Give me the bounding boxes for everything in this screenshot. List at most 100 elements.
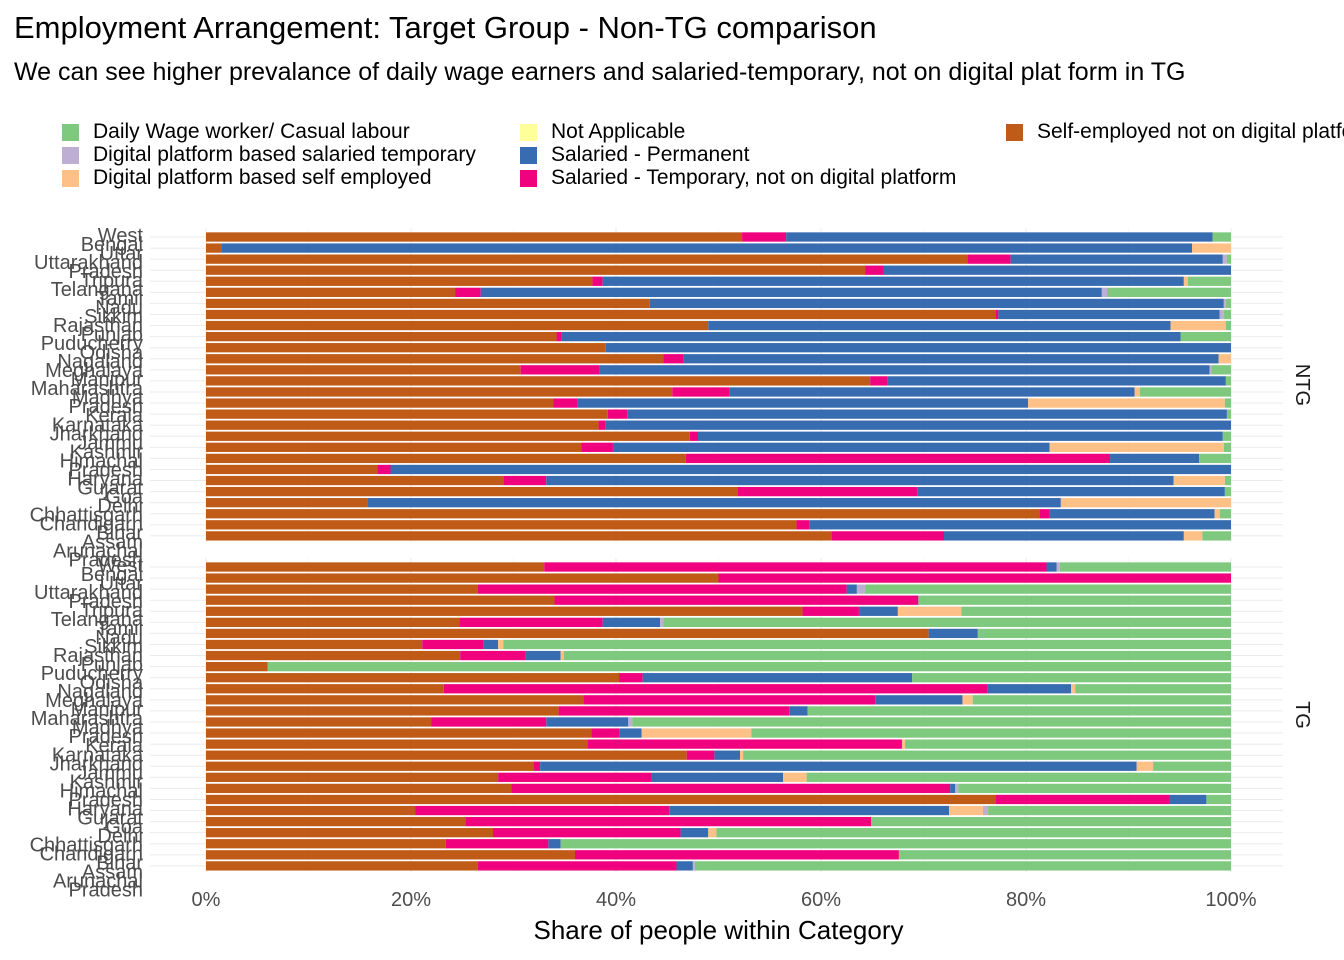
x-tick-label: 100% [1205, 889, 1256, 911]
y-tick-label: Bengal [81, 234, 143, 256]
y-tick-label: Madhya [72, 717, 144, 739]
bar-segment [685, 453, 1111, 464]
bar-segment [1180, 331, 1231, 342]
bar-segment [206, 409, 608, 419]
bar-segment [459, 617, 603, 627]
bar-segment [206, 509, 1040, 519]
y-tick-label: Chandigarh [40, 843, 143, 865]
y-tick-label: Goa [105, 816, 144, 838]
bar-segment [663, 617, 1231, 627]
bar-segment [887, 376, 1226, 386]
bar-segment [619, 728, 642, 738]
bar-segment [605, 420, 1231, 430]
bar-segment [995, 309, 999, 320]
bar-segment [683, 354, 1219, 364]
bar-segment [206, 365, 521, 375]
bar-segment [846, 584, 857, 594]
bar-segment [206, 453, 686, 464]
bar-segment [628, 717, 633, 727]
bar-segment [786, 232, 1213, 242]
bar-segment [206, 706, 559, 716]
bar-segment [689, 431, 698, 441]
y-tick-label: Puducherry [41, 333, 143, 355]
bar-segment [1224, 486, 1231, 497]
bar-segment [206, 717, 432, 727]
bar-segment [612, 442, 1050, 452]
bar-segment [871, 816, 1231, 827]
legend-label-not-applicable: Not Applicable [551, 120, 686, 143]
bar-segment [751, 728, 1231, 738]
bar-segment [1206, 794, 1231, 805]
facet-label: NTG [1291, 364, 1313, 406]
bar-segment [206, 442, 582, 452]
bar-segment [520, 365, 600, 375]
y-tick-label: Nadu [95, 627, 143, 649]
bar-segment [206, 486, 738, 497]
y-tick-label: Pradesh [69, 549, 144, 571]
bar-segment [1223, 442, 1231, 452]
y-tick-label: Manipur [71, 699, 144, 721]
bar-segment [669, 805, 950, 816]
y-tick-label: Nagaland [57, 351, 143, 373]
y-tick-label: Uttarakhand [34, 252, 143, 274]
bar-segment [698, 431, 1223, 441]
bar-segment [498, 639, 504, 650]
bar-segment [1056, 562, 1060, 572]
legend-label-daily-wage: Daily Wage worker/ Casual labour [93, 120, 410, 143]
bar-segment [743, 750, 1231, 760]
bar-segment [619, 673, 643, 683]
legend-item-salaried-permanent: Salaried - Permanent [520, 143, 749, 166]
bar-segment [905, 739, 1231, 749]
bar-segment [729, 387, 1135, 397]
bar-segment [431, 717, 547, 727]
y-tick-label: Chandigarh [40, 513, 143, 535]
y-tick-label: West [98, 555, 144, 577]
y-tick-label: West [98, 225, 144, 247]
bar-segment [1226, 254, 1231, 264]
bar-segment [206, 298, 650, 309]
bar-segment [1106, 287, 1231, 297]
y-tick-label: Arunachal [53, 540, 143, 562]
bar-segment [206, 265, 866, 275]
bar-segment [1101, 287, 1107, 297]
y-tick-label: Tripura [80, 600, 143, 622]
bar-segment [1222, 431, 1231, 441]
y-tick-label: Chhattisgarh [30, 504, 143, 526]
y-tick-label: Arunachal [53, 870, 143, 892]
bar-segment [206, 639, 423, 650]
bar-segment [918, 595, 1231, 605]
bar-segment [870, 376, 888, 386]
bar-segment [206, 650, 461, 661]
y-tick-label: Pradesh [69, 396, 144, 418]
bar-segment [1211, 365, 1231, 375]
bar-segment [206, 498, 368, 508]
bar-segment [1059, 562, 1231, 572]
legend-key-salaried-temporary [520, 169, 537, 187]
bar-segment [883, 265, 1231, 275]
bar-segment [740, 750, 744, 760]
y-tick-label: Chhattisgarh [30, 834, 143, 856]
bar-segment [480, 287, 1102, 297]
bar-segment [1225, 376, 1231, 386]
y-tick-label: Tripura [80, 270, 143, 292]
bar-segment [206, 772, 499, 782]
bar-segment [525, 650, 561, 661]
bar-segment [708, 828, 717, 838]
bar-segment [560, 839, 1231, 849]
y-tick-label: Karnataka [52, 744, 144, 766]
bar-segment [575, 850, 899, 860]
y-tick-label: Pradesh [69, 879, 144, 901]
x-axis-title: Share of people within Category [533, 915, 903, 945]
legend-key-not-applicable [520, 123, 537, 141]
bar-segment [789, 706, 808, 716]
y-tick-label: Uttar [100, 243, 144, 265]
bar-segment [1219, 309, 1224, 320]
y-tick-label: Himachal [60, 450, 143, 472]
y-tick-label: Sikkim [84, 306, 143, 328]
bar-segment [949, 805, 983, 816]
bar-segment [901, 739, 906, 749]
bar-segment [1214, 509, 1220, 519]
y-tick-label: Odisha [80, 672, 144, 694]
bar-segment [641, 728, 752, 738]
